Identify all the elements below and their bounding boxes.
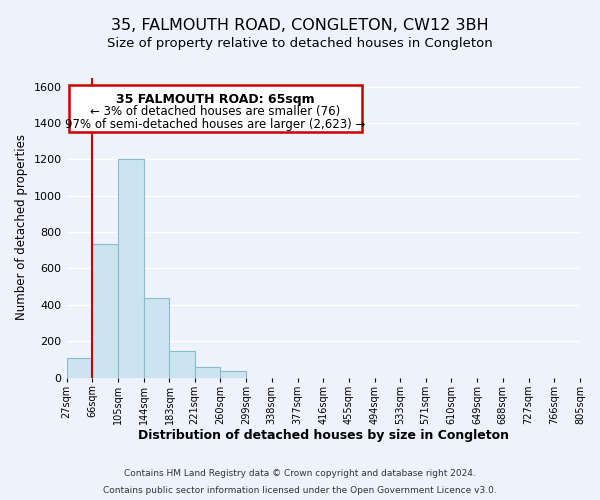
FancyBboxPatch shape [69, 85, 362, 132]
Text: Contains public sector information licensed under the Open Government Licence v3: Contains public sector information licen… [103, 486, 497, 495]
Bar [144, 298, 169, 378]
Text: 35, FALMOUTH ROAD, CONGLETON, CW12 3BH: 35, FALMOUTH ROAD, CONGLETON, CW12 3BH [111, 18, 489, 32]
Bar [92, 244, 118, 378]
X-axis label: Distribution of detached houses by size in Congleton: Distribution of detached houses by size … [138, 430, 509, 442]
Text: ← 3% of detached houses are smaller (76): ← 3% of detached houses are smaller (76) [91, 106, 341, 118]
Text: 97% of semi-detached houses are larger (2,623) →: 97% of semi-detached houses are larger (… [65, 118, 365, 131]
Bar [220, 371, 246, 378]
Bar [67, 358, 92, 378]
Bar [118, 160, 144, 378]
Text: Size of property relative to detached houses in Congleton: Size of property relative to detached ho… [107, 38, 493, 51]
Text: Contains HM Land Registry data © Crown copyright and database right 2024.: Contains HM Land Registry data © Crown c… [124, 468, 476, 477]
Bar [194, 366, 220, 378]
Bar [169, 351, 194, 378]
Text: 35 FALMOUTH ROAD: 65sqm: 35 FALMOUTH ROAD: 65sqm [116, 92, 315, 106]
Y-axis label: Number of detached properties: Number of detached properties [15, 134, 28, 320]
